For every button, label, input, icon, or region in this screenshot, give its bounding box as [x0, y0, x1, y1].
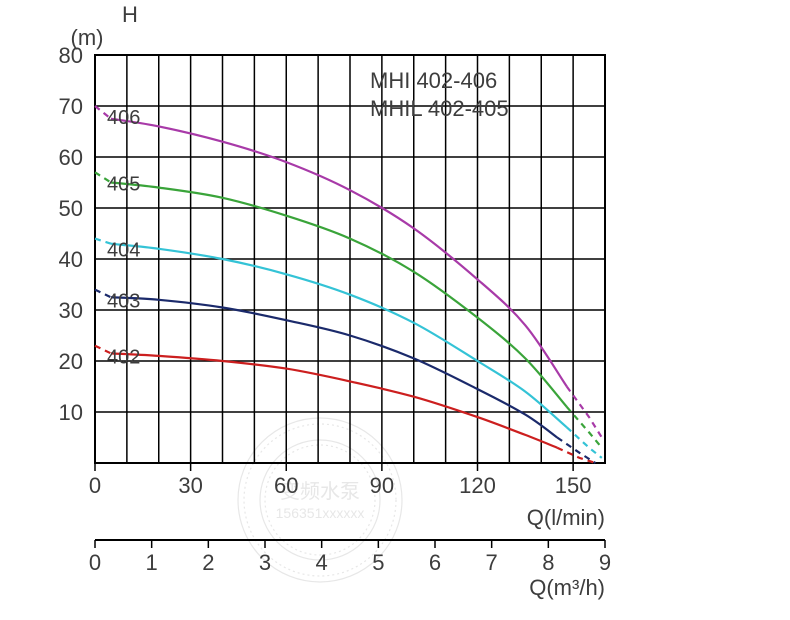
- pump-curve-chart: 变频水泵156351xxxxxxH(m)10203040506070800306…: [0, 0, 790, 620]
- curve-label-404: 404: [107, 240, 140, 262]
- x2-tick-label: 7: [486, 550, 498, 575]
- y-tick-label: 70: [59, 94, 83, 119]
- x2-tick-label: 5: [372, 550, 384, 575]
- y-tick-label: 20: [59, 349, 83, 374]
- x2-tick-label: 6: [429, 550, 441, 575]
- y-tick-label: 40: [59, 247, 83, 272]
- x2-tick-label: 2: [202, 550, 214, 575]
- title-line-0: MHI 402-406: [370, 68, 497, 93]
- x1-tick-label: 30: [178, 473, 202, 498]
- x1-tick-label: 120: [459, 473, 496, 498]
- y-tick-label: 30: [59, 298, 83, 323]
- curve-label-403: 403: [107, 291, 140, 313]
- y-tick-label: 60: [59, 145, 83, 170]
- y-tick-label: 50: [59, 196, 83, 221]
- x2-tick-label: 3: [259, 550, 271, 575]
- x1-tick-label: 0: [89, 473, 101, 498]
- y-axis-label-H: H: [122, 2, 138, 27]
- curve-label-402: 402: [107, 347, 140, 369]
- title-line-1: MHIL 402-405: [370, 96, 509, 121]
- curve-label-405: 405: [107, 173, 140, 195]
- y-tick-label: 10: [59, 400, 83, 425]
- y-tick-label: 80: [59, 43, 83, 68]
- x2-tick-label: 0: [89, 550, 101, 575]
- x2-tick-label: 8: [542, 550, 554, 575]
- x2-tick-label: 4: [316, 550, 328, 575]
- x1-tick-label: 60: [274, 473, 298, 498]
- watermark-subtext: 156351xxxxxx: [276, 505, 365, 521]
- x2-tick-label: 9: [599, 550, 611, 575]
- curve-label-406: 406: [107, 107, 140, 129]
- x1-tick-label: 90: [370, 473, 394, 498]
- x2-axis-label: Q(m³/h): [529, 575, 605, 600]
- x1-axis-label: Q(l/min): [527, 505, 605, 530]
- x1-tick-label: 150: [555, 473, 592, 498]
- x2-tick-label: 1: [146, 550, 158, 575]
